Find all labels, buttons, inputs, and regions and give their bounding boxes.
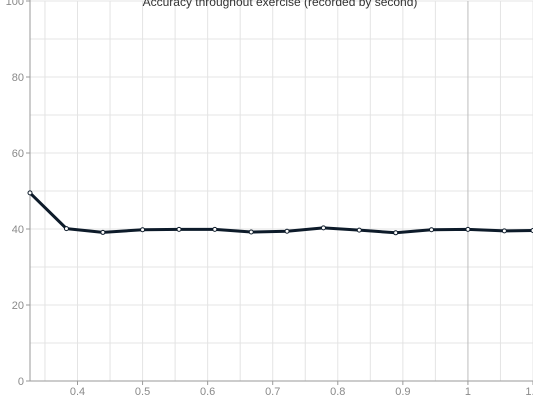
series-line — [28, 191, 533, 235]
data-point[interactable] — [501, 228, 507, 234]
x-tick-label: 0.5 — [135, 386, 150, 398]
y-axis-ticks: 0 20 40 60 80 100 — [6, 0, 30, 388]
data-point[interactable] — [356, 227, 362, 233]
data-point[interactable] — [100, 229, 106, 235]
data-point[interactable] — [140, 227, 146, 233]
x-axis-ticks: 0.4 0.5 0.6 0.7 0.8 0.9 1 1.1 — [70, 381, 533, 398]
data-point[interactable] — [27, 190, 33, 196]
x-tick-label: 0.9 — [395, 386, 410, 398]
grid-lines — [30, 0, 533, 382]
data-point[interactable] — [248, 229, 254, 235]
y-tick-label: 60 — [12, 148, 24, 160]
data-point[interactable] — [393, 230, 399, 236]
data-point[interactable] — [284, 228, 290, 234]
y-tick-label: 80 — [12, 72, 24, 84]
y-tick-label: 40 — [12, 224, 24, 236]
x-tick-label: 1.1 — [525, 386, 533, 398]
data-point[interactable] — [63, 226, 69, 232]
chart-title: Accuracy throughout exercise (recorded b… — [143, 0, 418, 9]
data-point[interactable] — [465, 226, 471, 232]
y-tick-label: 0 — [18, 376, 24, 388]
data-point[interactable] — [428, 227, 434, 233]
data-point[interactable] — [176, 226, 182, 232]
y-tick-label: 20 — [12, 300, 24, 312]
x-tick-label: 0.7 — [265, 386, 280, 398]
series — [27, 190, 533, 236]
x-tick-label: 0.8 — [330, 386, 345, 398]
data-point[interactable] — [212, 226, 218, 232]
y-tick-label: 100 — [6, 0, 24, 8]
x-tick-label: 0.6 — [200, 386, 215, 398]
data-point[interactable] — [320, 225, 326, 231]
x-tick-label: 0.4 — [70, 386, 85, 398]
x-tick-label: 1 — [465, 386, 471, 398]
